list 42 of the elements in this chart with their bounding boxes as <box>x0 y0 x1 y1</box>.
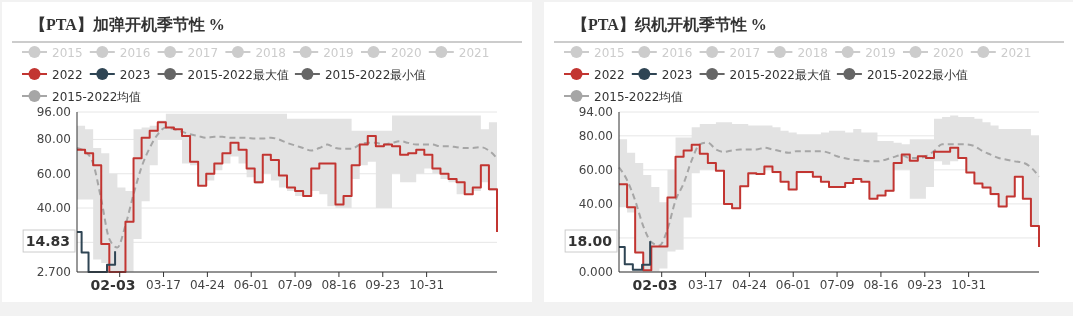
text: 02-03 <box>632 277 678 293</box>
legend-label: 2015-2022最小值 <box>324 67 427 82</box>
x-tick-label: 08-16 <box>863 278 899 292</box>
y-tick-label: 80.00 <box>36 132 71 147</box>
legend-label: 2022 <box>52 67 83 82</box>
y-tick-label: 40.00 <box>578 196 613 211</box>
x-tick-label: 03-17 <box>688 278 723 292</box>
x-tick-label: 07-09 <box>277 278 313 292</box>
legend-label: 2015-2022最大值 <box>729 67 832 82</box>
legend-label: 2015-2022最小值 <box>866 67 969 82</box>
line-series <box>618 141 1040 247</box>
y-tick-label: 60.00 <box>578 162 613 177</box>
x-tick-label: 06-01 <box>233 278 269 292</box>
text: 18.00 <box>567 233 613 249</box>
x-tick-label: 10-31 <box>951 278 987 292</box>
y-tick-label: 94.00 <box>578 105 613 119</box>
x-tick-label: 03-17 <box>146 278 181 292</box>
legend-label: 2015-2022均值 <box>52 89 142 104</box>
x-tick-label: 06-01 <box>775 278 811 292</box>
line-series <box>76 126 498 249</box>
y-tick-label: 80.00 <box>578 128 613 143</box>
chart-title: 【PTA】织机开机季节性 % <box>572 16 767 33</box>
legend-label: 2015-2022最大值 <box>187 67 290 82</box>
y-tick-label: 0.000 <box>578 265 613 279</box>
x-tick-label: 04-24 <box>189 278 225 292</box>
y-tick-label: 2.700 <box>36 265 71 279</box>
x-tick-label: 04-24 <box>731 278 767 292</box>
x-tick-label: 09-23 <box>365 278 401 292</box>
text: 02-03 <box>90 277 136 293</box>
x-tick-label: 09-23 <box>907 278 943 292</box>
x-tick-label: 08-16 <box>321 278 357 292</box>
y-tick-label: 60.00 <box>36 166 71 181</box>
legend-label: 2022 <box>594 67 625 82</box>
chart-title: 【PTA】加弹开机季节性 % <box>30 16 225 33</box>
legend-label: 2023 <box>661 67 693 82</box>
legend-label: 2023 <box>119 67 151 82</box>
x-tick-label: 10-31 <box>409 278 445 292</box>
y-tick-label: 40.00 <box>36 201 71 216</box>
x-tick-label: 07-09 <box>819 278 855 292</box>
y-tick-label: 96.00 <box>36 105 71 119</box>
legend-label: 2015-2022均值 <box>594 89 684 104</box>
text: 14.83 <box>25 233 70 249</box>
